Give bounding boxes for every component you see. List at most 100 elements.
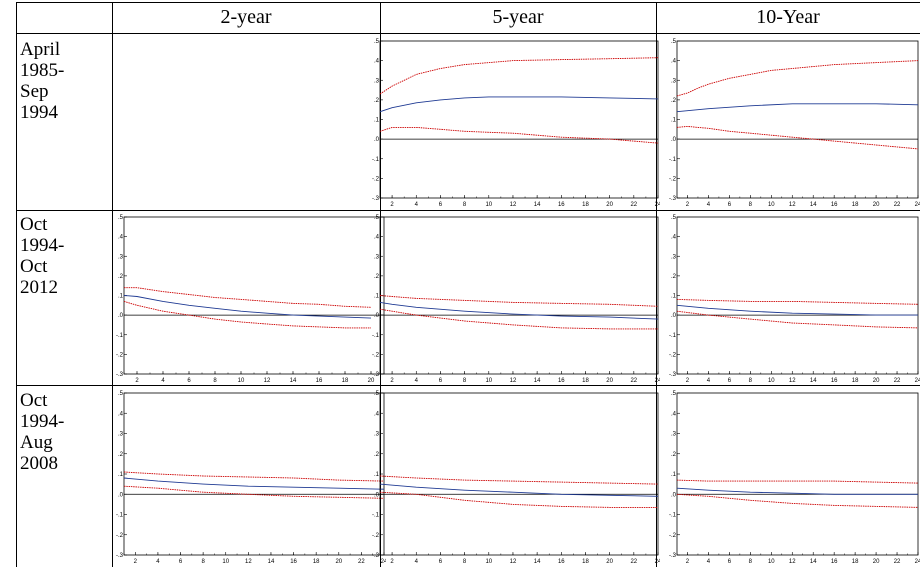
y-tick-label: -.2 [669,176,677,182]
column-header-2-year: 2-year [220,6,272,28]
y-tick-label: .5 [374,391,380,397]
y-tick-label: -.3 [372,196,380,202]
y-tick-label: .2 [671,452,677,458]
x-tick-label: 20 [606,202,613,208]
x-tick-label: 18 [852,559,859,565]
confidence-band-upper [124,287,372,308]
x-tick-label: 16 [831,378,838,384]
y-tick-label: .2 [671,274,677,280]
period-line: 1994- [20,411,65,432]
period-label-row-1: April 1985- Sep 1994 [20,39,105,123]
plot-frame [379,216,659,375]
plot-frame [123,216,385,375]
y-tick-label: .1 [118,294,124,300]
x-tick-label: 4 [707,559,711,565]
y-tick-label: .2 [118,274,124,280]
y-tick-label: -.3 [372,372,380,378]
x-tick-label: 4 [707,202,711,208]
plot-frame [379,392,659,556]
period-line: 2012 [20,277,58,298]
x-tick-label: 8 [749,559,753,565]
impulse-response-line [379,96,659,113]
x-tick-label: 16 [831,202,838,208]
x-tick-label: 4 [707,378,711,384]
x-tick-label: 8 [463,378,467,384]
y-tick-label: .1 [374,118,380,124]
y-tick-label: -.3 [116,372,124,378]
table-rule [16,385,920,386]
x-tick-label: 18 [582,202,589,208]
x-tick-label: 18 [582,378,589,384]
y-tick-label: -.2 [116,352,124,358]
y-tick-label: .5 [671,391,677,397]
x-tick-label: 2 [134,559,138,565]
x-tick-label: 10 [238,378,245,384]
impulse-response-line [676,304,918,316]
y-tick-label: -.2 [372,352,380,358]
y-tick-label: .0 [118,313,124,319]
y-tick-label: -.1 [372,333,380,339]
y-tick-label: .2 [374,452,380,458]
irf-chart-1994-2008-10-year: .5.4.3.2.1.0-.1-.2-.32 4 6 8 10 12 14 16 18 20 22 2… [669,391,920,565]
plot-frame [676,40,919,199]
x-tick-label: 14 [534,559,541,565]
x-tick-label: 2 [390,559,394,565]
x-tick-label: 14 [534,378,541,384]
irf-chart-1985-1994-5-year: .5.4.3.2.1.0-.1-.2-.32 4 6 8 10 12 14 16 18 20 22 2… [372,39,660,208]
plot-frame [379,40,659,199]
period-line: Oct [20,390,48,411]
y-tick-label: -.3 [669,372,677,378]
x-tick-label: 12 [789,559,796,565]
y-tick-label: .1 [671,472,677,478]
x-tick-label: 22 [894,559,901,565]
irf-chart-1994-2012-10-year: .5.4.3.2.1.0-.1-.2-.32 4 6 8 10 12 14 16 18 20 22 2… [669,215,920,384]
confidence-band-upper [379,475,659,485]
x-tick-label: 14 [268,559,275,565]
x-tick-label: 20 [335,559,342,565]
y-tick-label: .5 [671,39,677,45]
x-tick-label: 8 [463,559,467,565]
y-tick-label: .0 [374,313,380,319]
x-tick-label: 8 [201,559,205,565]
y-tick-label: .5 [118,391,124,397]
y-tick-label: -.3 [669,196,677,202]
x-tick-label: 12 [789,378,796,384]
x-tick-label: 16 [290,559,297,565]
y-tick-label: .0 [118,492,124,498]
confidence-band-upper [379,295,659,307]
x-tick-label: 14 [810,202,817,208]
y-tick-label: .0 [374,492,380,498]
y-tick-label: .4 [671,411,677,417]
y-tick-label: .1 [118,472,124,478]
x-tick-label: 24 [915,559,920,565]
x-tick-label: 16 [558,202,565,208]
y-tick-label: -.2 [669,352,677,358]
y-tick-label: .4 [118,235,124,241]
column-header-5-year: 5-year [492,6,544,28]
impulse-response-line [379,483,659,497]
period-line: 1985- [20,60,65,81]
y-tick-label: .1 [374,472,380,478]
x-tick-label: 20 [606,559,613,565]
y-tick-label: .0 [671,313,677,319]
column-header-10-year: 10-Year [756,6,820,28]
x-tick-label: 6 [439,202,443,208]
x-tick-label: 22 [358,559,365,565]
x-tick-label: 16 [558,559,565,565]
x-tick-label: 2 [686,559,690,565]
impulse-response-line [123,477,385,490]
y-tick-label: -.3 [116,553,124,559]
x-tick-label: 18 [342,378,349,384]
y-tick-label: -.2 [116,533,124,539]
confidence-band-lower [379,308,658,330]
y-tick-label: .3 [671,254,677,260]
period-label-row-3: Oct 1994- Aug 2008 [20,390,105,474]
y-tick-label: .1 [374,294,380,300]
confidence-band-upper [676,298,919,305]
y-tick-label: .5 [118,215,124,221]
y-tick-label: .3 [118,432,124,438]
x-tick-label: 12 [510,202,517,208]
x-tick-label: 10 [768,378,775,384]
x-tick-label: 24 [915,378,920,384]
